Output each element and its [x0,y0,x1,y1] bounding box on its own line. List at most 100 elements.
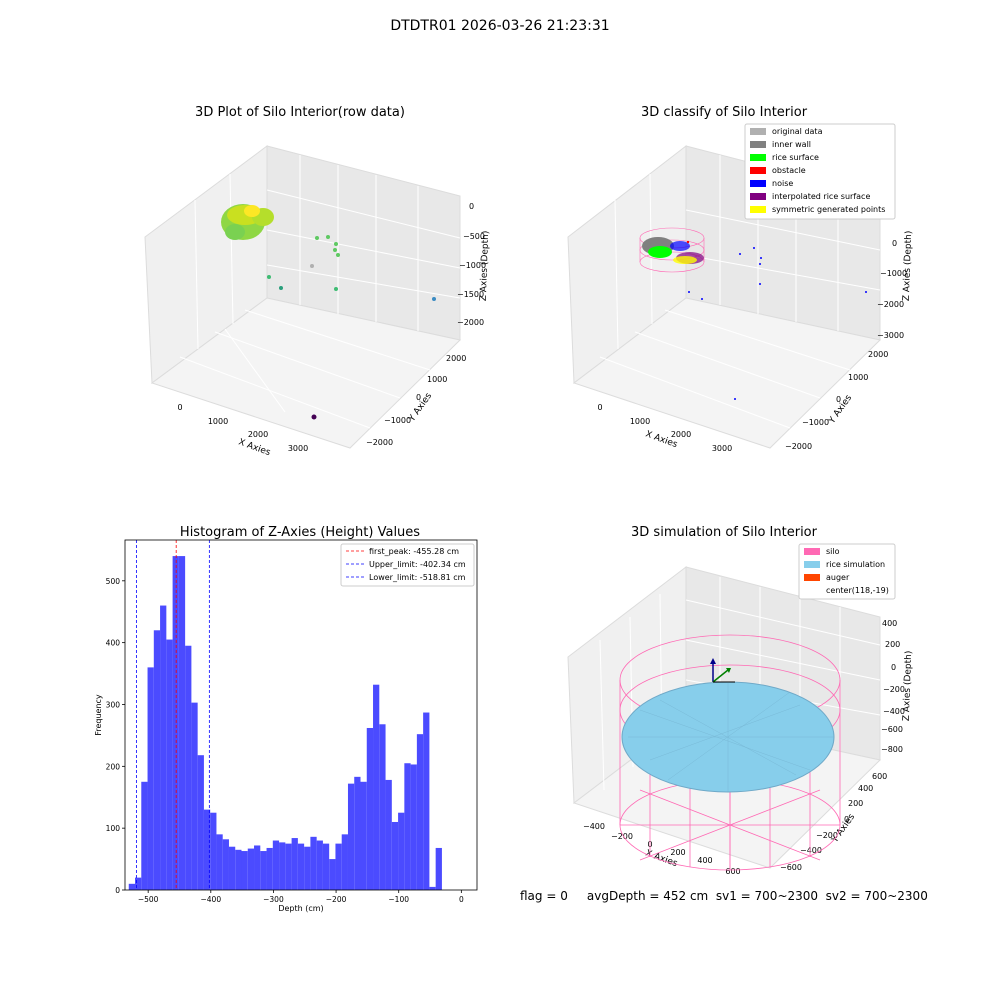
auger-arrow [712,669,729,683]
histogram-bar [153,630,161,890]
y-tick: −600 [780,863,802,872]
histogram-bar [260,851,267,890]
y-tick-label: 300 [106,700,121,709]
z-ticks: 0 −1000 −2000 −3000 [877,239,907,340]
figure-suptitle: DTDTR01 2026-03-26 21:23:31 [390,18,610,34]
cloud-cluster [225,224,245,240]
data-point [336,253,340,257]
y-tick: −400 [800,846,822,855]
auger-arrowhead [710,658,716,664]
y-tick: 2000 [446,354,466,363]
y-tick: −200 [816,831,838,840]
y-ticks: −2000 −1000 0 1000 2000 [366,354,466,447]
x-tick: 0 [597,403,602,412]
legend-label: center(118,-19) [826,586,889,595]
y-tick: −2000 [785,442,812,451]
x-tick-label: −500 [138,895,159,904]
x-ticks: 0 1000 2000 3000 [177,403,308,453]
data-point [334,242,338,246]
histogram-bar [322,843,330,890]
legend-box [798,543,896,600]
z-tick: 200 [885,640,900,649]
z-tick: 0 [891,663,896,672]
histogram-bar [166,639,173,890]
legend-label: symmetric generated points [772,205,885,214]
noise-point [734,398,736,400]
z-tick: −1000 [459,261,486,270]
y-tick: 600 [872,772,887,781]
data-point [432,297,436,301]
z-tick: 400 [882,619,897,628]
x-tick: 3000 [288,444,308,453]
legend-label: Upper_limit: -402.34 cm [369,560,466,569]
data-point [315,236,319,240]
histogram-bar [203,809,211,890]
histogram-bar [216,834,223,890]
data-point [267,275,271,279]
z-tick: −2000 [457,318,484,327]
histogram-bar [335,843,342,890]
y-tick: 2000 [868,350,888,359]
data-point [311,414,317,420]
y-tick-label: 100 [106,824,121,833]
legend-label: interpolated rice surface [772,192,870,201]
legend-box [744,123,896,220]
y-tick-label: 400 [106,639,121,648]
x-tick: 400 [697,856,712,865]
histogram-bar [366,727,374,890]
x-tick: 600 [725,867,740,876]
legend: silo rice simulation auger center(118,-19) [798,543,896,600]
surface-mesh [628,683,834,792]
auger-arrowhead [726,668,731,673]
histogram-bar [391,821,399,890]
histogram-bar [341,834,348,890]
histogram-bar [178,556,186,890]
noise-point [753,247,755,249]
legend-swatch [750,154,766,161]
histogram-bar [266,847,273,890]
z-tick: 0 [892,239,897,248]
y-tick: 0 [416,393,421,402]
y-ticks: −600 −400 −200 0 200 400 600 [780,772,887,872]
z-tick: −3000 [877,331,904,340]
y-tick: 400 [858,784,873,793]
x-tick-label: −200 [326,895,347,904]
z-tick: −1500 [457,290,484,299]
histogram-bar [404,763,411,890]
histogram-bar [241,851,248,890]
legend-label: noise [772,179,793,188]
auger-axes [710,658,735,683]
panel-title: 3D simulation of Silo Interior [631,525,818,540]
y-tick: 200 [848,799,863,808]
histogram-bar [247,848,255,890]
histogram-bar [329,859,336,890]
histogram-bar [354,776,361,890]
histogram-bar [228,846,236,890]
legend-swatch [804,548,820,555]
symmetric-points [673,256,697,264]
histogram-bar [291,838,298,890]
panel-simulation-3d: 3D simulation of Silo Interior −400 −200… [567,525,914,876]
panel-classify-3d: 3D classify of Silo Interior 0 1000 2000… [567,105,914,453]
x-ticks: −500 −400 −300 −200 −100 0 [138,890,464,904]
reference-lines [135,540,210,890]
histogram-bar [197,755,204,890]
y-tick: −2000 [366,438,393,447]
panel-title: 3D classify of Silo Interior [641,105,808,120]
x-tick: 1000 [630,417,650,426]
y-tick-label: 0 [115,886,120,895]
noise-point [759,283,761,285]
z-tick: 0 [469,202,474,211]
data-point [279,286,283,290]
legend-label: rice simulation [826,560,885,569]
histogram-bar [210,812,217,890]
histogram-bar [272,840,280,890]
noise-point [865,291,867,293]
x-tick: 0 [177,403,182,412]
histogram-bar [297,843,305,890]
histogram-bar [285,843,292,890]
histogram-bar [423,712,430,890]
legend-box [340,543,475,587]
x-axis-label: Depth (cm) [278,904,323,913]
noise-point [759,263,761,265]
